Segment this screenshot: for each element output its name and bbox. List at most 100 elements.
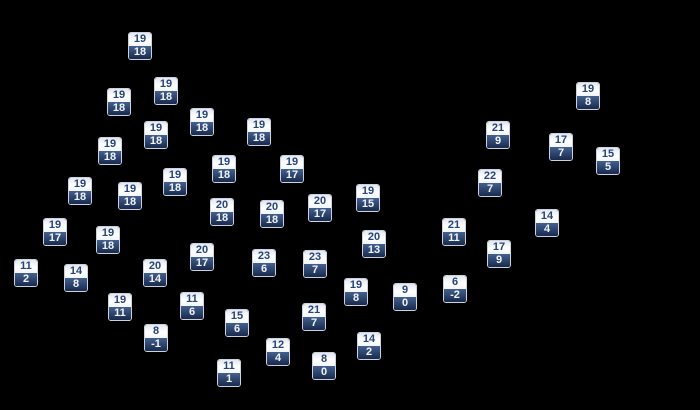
low-temp-value: 18 <box>155 91 177 104</box>
temperature-marker[interactable]: 19 18 <box>107 88 131 116</box>
temperature-marker[interactable]: 19 18 <box>212 155 236 183</box>
temperature-marker[interactable]: 20 13 <box>362 230 386 258</box>
temperature-marker[interactable]: 19 18 <box>118 182 142 210</box>
temperature-marker[interactable]: 6 -2 <box>443 275 467 303</box>
low-temp-value: 18 <box>99 151 121 164</box>
temperature-marker[interactable]: 19 17 <box>43 218 67 246</box>
temperature-marker[interactable]: 11 1 <box>217 359 241 387</box>
low-temp-value: 11 <box>443 232 465 245</box>
temperature-marker[interactable]: 19 18 <box>247 118 271 146</box>
low-temp-value: -1 <box>145 338 167 351</box>
temperature-marker[interactable]: 21 9 <box>486 121 510 149</box>
high-temp-value: 19 <box>164 169 186 182</box>
low-temp-value: 18 <box>248 132 270 145</box>
temperature-marker[interactable]: 11 2 <box>14 259 38 287</box>
high-temp-value: 14 <box>536 210 558 223</box>
low-temp-value: 6 <box>181 306 203 319</box>
high-temp-value: 19 <box>345 279 367 292</box>
low-temp-value: 18 <box>164 182 186 195</box>
high-temp-value: 8 <box>145 325 167 338</box>
high-temp-value: 20 <box>211 199 233 212</box>
temperature-marker[interactable]: 19 18 <box>98 137 122 165</box>
temperature-marker[interactable]: 12 4 <box>266 338 290 366</box>
temperature-marker[interactable]: 19 17 <box>280 155 304 183</box>
temperature-marker[interactable]: 14 8 <box>64 264 88 292</box>
high-temp-value: 6 <box>444 276 466 289</box>
high-temp-value: 19 <box>155 78 177 91</box>
high-temp-value: 19 <box>357 185 379 198</box>
low-temp-value: 17 <box>309 208 331 221</box>
low-temp-value: 9 <box>488 254 510 267</box>
low-temp-value: 6 <box>253 263 275 276</box>
temperature-marker[interactable]: 14 4 <box>535 209 559 237</box>
high-temp-value: 14 <box>358 333 380 346</box>
high-temp-value: 9 <box>394 284 416 297</box>
temperature-marker[interactable]: 20 18 <box>260 200 284 228</box>
high-temp-value: 14 <box>65 265 87 278</box>
temperature-marker[interactable]: 19 18 <box>154 77 178 105</box>
temperature-marker[interactable]: 19 18 <box>163 168 187 196</box>
temperature-marker[interactable]: 19 18 <box>190 108 214 136</box>
low-temp-value: 17 <box>44 232 66 245</box>
temperature-marker[interactable]: 20 18 <box>210 198 234 226</box>
temperature-marker[interactable]: 17 9 <box>487 240 511 268</box>
low-temp-value: 18 <box>108 102 130 115</box>
temperature-marker[interactable]: 14 2 <box>357 332 381 360</box>
temperature-marker[interactable]: 20 17 <box>308 194 332 222</box>
high-temp-value: 20 <box>191 244 213 257</box>
temperature-marker[interactable]: 19 8 <box>576 82 600 110</box>
temperature-marker[interactable]: 19 8 <box>344 278 368 306</box>
high-temp-value: 19 <box>577 83 599 96</box>
low-temp-value: 8 <box>577 96 599 109</box>
high-temp-value: 11 <box>181 293 203 306</box>
low-temp-value: 0 <box>313 366 335 379</box>
high-temp-value: 21 <box>443 219 465 232</box>
temperature-marker[interactable]: 19 15 <box>356 184 380 212</box>
high-temp-value: 15 <box>226 310 248 323</box>
temperature-marker[interactable]: 20 14 <box>143 259 167 287</box>
temperature-marker[interactable]: 15 6 <box>225 309 249 337</box>
high-temp-value: 21 <box>303 304 325 317</box>
high-temp-value: 19 <box>108 89 130 102</box>
low-temp-value: 7 <box>304 264 326 277</box>
temperature-marker[interactable]: 23 7 <box>303 250 327 278</box>
high-temp-value: 19 <box>109 294 131 307</box>
high-temp-value: 12 <box>267 339 289 352</box>
low-temp-value: 18 <box>211 212 233 225</box>
temperature-marker[interactable]: 17 7 <box>549 133 573 161</box>
high-temp-value: 19 <box>213 156 235 169</box>
low-temp-value: -2 <box>444 289 466 302</box>
high-temp-value: 20 <box>309 195 331 208</box>
low-temp-value: 2 <box>358 346 380 359</box>
high-temp-value: 23 <box>304 251 326 264</box>
high-temp-value: 20 <box>261 201 283 214</box>
temperature-marker[interactable]: 21 7 <box>302 303 326 331</box>
temperature-marker[interactable]: 23 6 <box>252 249 276 277</box>
high-temp-value: 20 <box>363 231 385 244</box>
low-temp-value: 8 <box>65 278 87 291</box>
high-temp-value: 21 <box>487 122 509 135</box>
high-temp-value: 17 <box>550 134 572 147</box>
temperature-marker[interactable]: 19 18 <box>144 121 168 149</box>
temperature-marker[interactable]: 22 7 <box>478 169 502 197</box>
high-temp-value: 15 <box>597 148 619 161</box>
temperature-marker[interactable]: 20 17 <box>190 243 214 271</box>
temperature-marker[interactable]: 21 11 <box>442 218 466 246</box>
low-temp-value: 5 <box>597 161 619 174</box>
high-temp-value: 19 <box>281 156 303 169</box>
temperature-marker[interactable]: 19 11 <box>108 293 132 321</box>
temperature-marker[interactable]: 19 18 <box>128 32 152 60</box>
low-temp-value: 17 <box>281 169 303 182</box>
low-temp-value: 7 <box>479 183 501 196</box>
high-temp-value: 20 <box>144 260 166 273</box>
low-temp-value: 2 <box>15 273 37 286</box>
low-temp-value: 11 <box>109 307 131 320</box>
temperature-marker[interactable]: 15 5 <box>596 147 620 175</box>
temperature-marker[interactable]: 19 18 <box>96 226 120 254</box>
temperature-marker[interactable]: 19 18 <box>68 177 92 205</box>
high-temp-value: 19 <box>69 178 91 191</box>
temperature-marker[interactable]: 11 6 <box>180 292 204 320</box>
temperature-marker[interactable]: 8 -1 <box>144 324 168 352</box>
